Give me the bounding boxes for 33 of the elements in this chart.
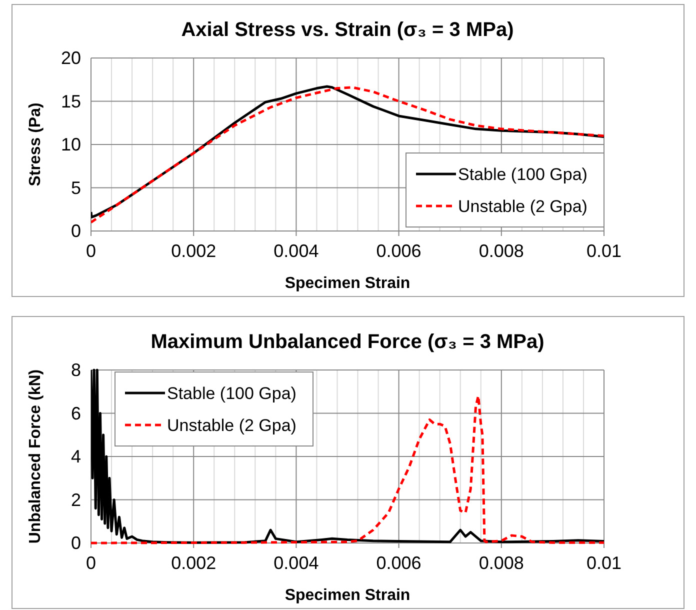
chart-title: Maximum Unbalanced Force (σ₃ = 3 MPa) (150, 331, 544, 353)
legend-label: Stable (100 Gpa) (167, 384, 296, 403)
y-tick-label: 0 (70, 533, 81, 553)
y-tick-label: 0 (70, 221, 81, 241)
line-series (91, 368, 604, 544)
x-axis-title: Specimen Strain (284, 275, 410, 292)
x-tick-label: 0.004 (274, 241, 319, 261)
chart-title: Axial Stress vs. Strain (σ₃ = 3 MPa) (181, 19, 514, 41)
y-tick-label: 8 (70, 360, 81, 380)
x-tick-label: 0.008 (478, 241, 524, 261)
legend-label: Unstable (2 Gpa) (458, 197, 588, 216)
y-tick-label: 6 (70, 403, 81, 424)
legend-label: Stable (100 Gpa) (458, 165, 588, 184)
y-tick-label: 15 (60, 91, 81, 112)
x-tick-label: 0.01 (586, 553, 622, 573)
y-axis-title: Stress (Pa) (27, 102, 44, 186)
y-tick-label: 5 (70, 178, 81, 198)
x-tick-label: 0.01 (586, 241, 622, 261)
x-tick-label: 0.006 (376, 553, 422, 573)
y-tick-label: 20 (60, 48, 81, 68)
x-tick-label: 0 (86, 553, 96, 573)
x-axis-title: Specimen Strain (284, 587, 410, 604)
x-tick-label: 0.002 (171, 553, 216, 573)
y-tick-label: 10 (60, 134, 81, 154)
y-tick-label: 2 (70, 490, 81, 510)
x-tick-label: 0.008 (478, 553, 524, 573)
x-tick-label: 0 (86, 241, 96, 261)
x-tick-label: 0.006 (376, 241, 422, 261)
legend-label: Unstable (2 Gpa) (167, 416, 296, 435)
x-tick-label: 0.004 (274, 553, 319, 573)
y-tick-label: 4 (70, 446, 81, 466)
x-tick-label: 0.002 (171, 241, 216, 261)
y-axis-title: Unbalanced Force (kN) (27, 369, 44, 544)
